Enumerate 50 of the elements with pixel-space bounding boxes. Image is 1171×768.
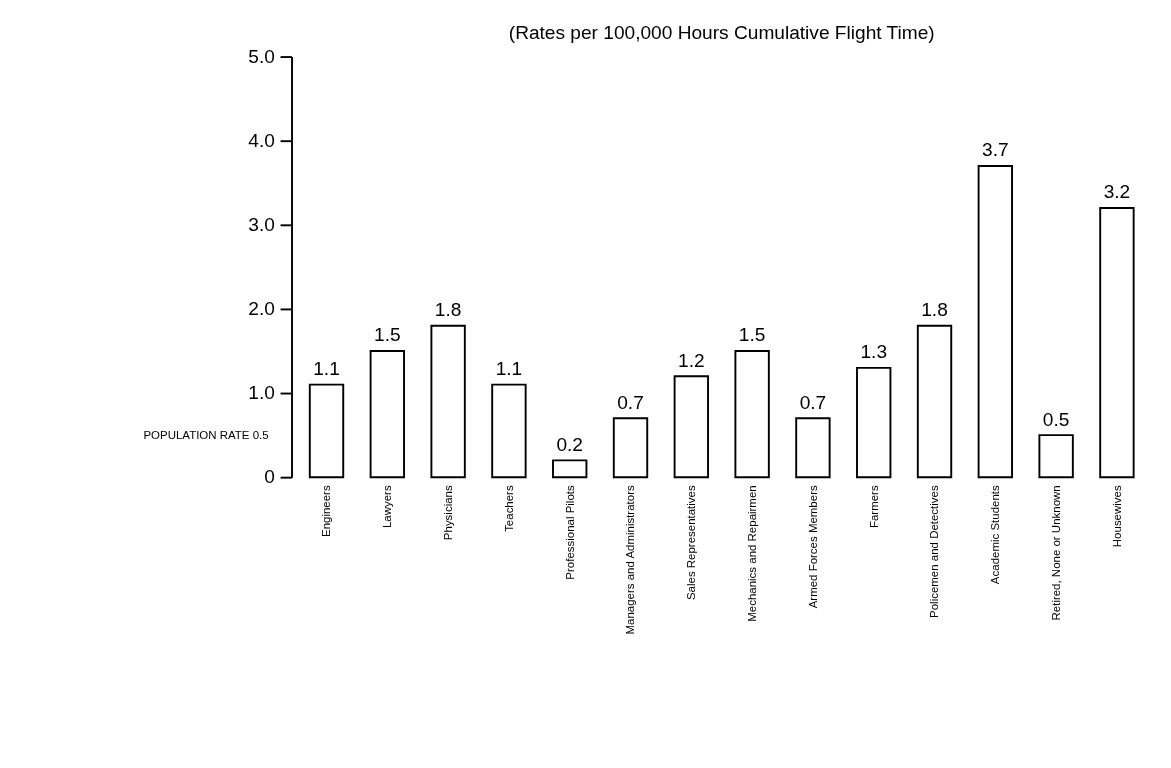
y-tick-label: 2.0 bbox=[248, 298, 275, 320]
bar bbox=[1038, 434, 1074, 479]
bar bbox=[491, 383, 527, 479]
bar bbox=[552, 459, 588, 479]
data-label: 1.5 bbox=[374, 324, 401, 346]
data-label: 1.5 bbox=[738, 324, 766, 346]
x-tick-label: Physicians bbox=[441, 485, 454, 541]
x-tick-label: Professional Pilots bbox=[563, 485, 576, 580]
data-label: 0.7 bbox=[617, 391, 644, 413]
data-label: 1.8 bbox=[434, 299, 462, 321]
text: POPULATION RATE 0.5 bbox=[143, 428, 269, 441]
data-label: 1.1 bbox=[495, 358, 523, 380]
x-tick-label: Academic Students bbox=[989, 485, 1002, 585]
x-tick-label: Armed Forces Members bbox=[806, 485, 819, 609]
y-tick-label: 0 bbox=[264, 466, 275, 488]
x-tick-label: Managers and Administrators bbox=[624, 485, 637, 635]
bar bbox=[916, 324, 953, 479]
bar bbox=[734, 350, 770, 479]
bar bbox=[977, 164, 1013, 479]
data-label: 1.2 bbox=[678, 349, 705, 371]
x-tick-label: Farmers bbox=[867, 485, 880, 529]
data-label: 3.2 bbox=[1103, 181, 1131, 203]
data-label: 1.1 bbox=[313, 358, 340, 380]
x-tick-label: Lawyers bbox=[381, 485, 394, 529]
bar bbox=[856, 366, 892, 479]
bar bbox=[430, 324, 466, 479]
y-tick-label: 5.0 bbox=[248, 45, 275, 67]
data-label: 0.7 bbox=[799, 391, 827, 413]
bar bbox=[612, 417, 649, 479]
bar bbox=[308, 383, 345, 479]
chart-title: (Rates per 100,000 Hours Cumulative Flight Time) bbox=[508, 22, 935, 44]
data-label: 1.8 bbox=[921, 299, 948, 321]
x-tick-label: Sales Representatives bbox=[685, 485, 698, 601]
data-label: 3.7 bbox=[982, 139, 1009, 161]
x-tick-label: Housewives bbox=[1110, 485, 1123, 548]
bar bbox=[795, 417, 831, 479]
data-label: 0.5 bbox=[1042, 408, 1070, 430]
y-tick-label: 3.0 bbox=[248, 214, 275, 236]
bar bbox=[369, 350, 405, 479]
data-label: 1.3 bbox=[860, 341, 888, 363]
bar bbox=[1099, 207, 1135, 479]
y-tick-label: 1.0 bbox=[248, 382, 275, 404]
x-tick-label: Policemen and Detectives bbox=[928, 485, 941, 618]
x-tick-label: Engineers bbox=[320, 485, 333, 537]
data-label: 0.2 bbox=[556, 433, 584, 455]
bar bbox=[673, 375, 709, 479]
x-tick-label: Retired, None or Unknown bbox=[1049, 485, 1062, 621]
x-tick-label: Teachers bbox=[502, 485, 515, 532]
x-tick-label: Mechanics and Repairmen bbox=[745, 485, 758, 622]
y-tick-label: 4.0 bbox=[248, 129, 275, 151]
